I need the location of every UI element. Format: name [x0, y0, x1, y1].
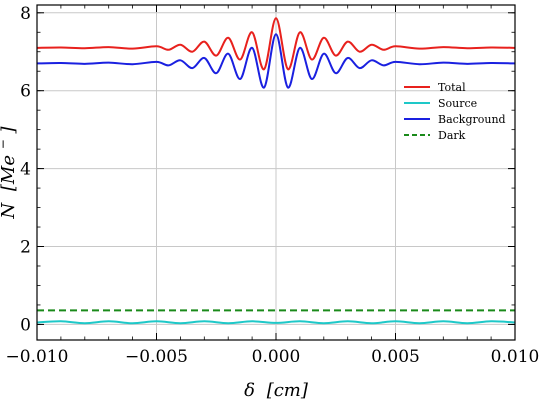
x-tick-label: 0.000 [252, 347, 301, 367]
series-line-source [36, 320, 516, 325]
series-line-total [36, 17, 516, 71]
y-axis-close: ] [0, 125, 19, 134]
y-axis-label: N [Me − ] [0, 125, 19, 219]
legend-label-dark: Dark [438, 129, 466, 142]
y-axis-exponent: − [0, 139, 10, 149]
series-layer [36, 17, 516, 325]
legend-label-total: Total [438, 81, 466, 94]
ticks: −0.010 −0.005 0.000 0.005 0.010 0 2 4 6 8 [6, 4, 540, 367]
y-tick-label: 0 [20, 315, 31, 335]
x-axis-unit: [cm] [267, 380, 309, 401]
y-tick-label: 2 [20, 238, 31, 258]
y-axis-symbol: N [0, 202, 19, 220]
y-tick-label: 6 [20, 82, 31, 102]
y-axis-unit: [Me [0, 155, 19, 191]
legend: Total Source Background Dark [404, 81, 506, 142]
x-tick-label: 0.005 [371, 347, 420, 367]
y-tick-label: 4 [20, 160, 31, 180]
legend-label-background: Background [438, 113, 506, 126]
series-line-background [36, 33, 516, 89]
legend-label-source: Source [438, 97, 477, 110]
x-axis-label: δ [cm] [244, 380, 309, 401]
x-tick-label: −0.010 [6, 347, 69, 367]
y-tick-label: 8 [20, 4, 31, 24]
grid [37, 5, 515, 340]
x-tick-label: 0.010 [491, 347, 540, 367]
x-axis-symbol: δ [244, 380, 255, 401]
x-tick-label: −0.005 [125, 347, 188, 367]
